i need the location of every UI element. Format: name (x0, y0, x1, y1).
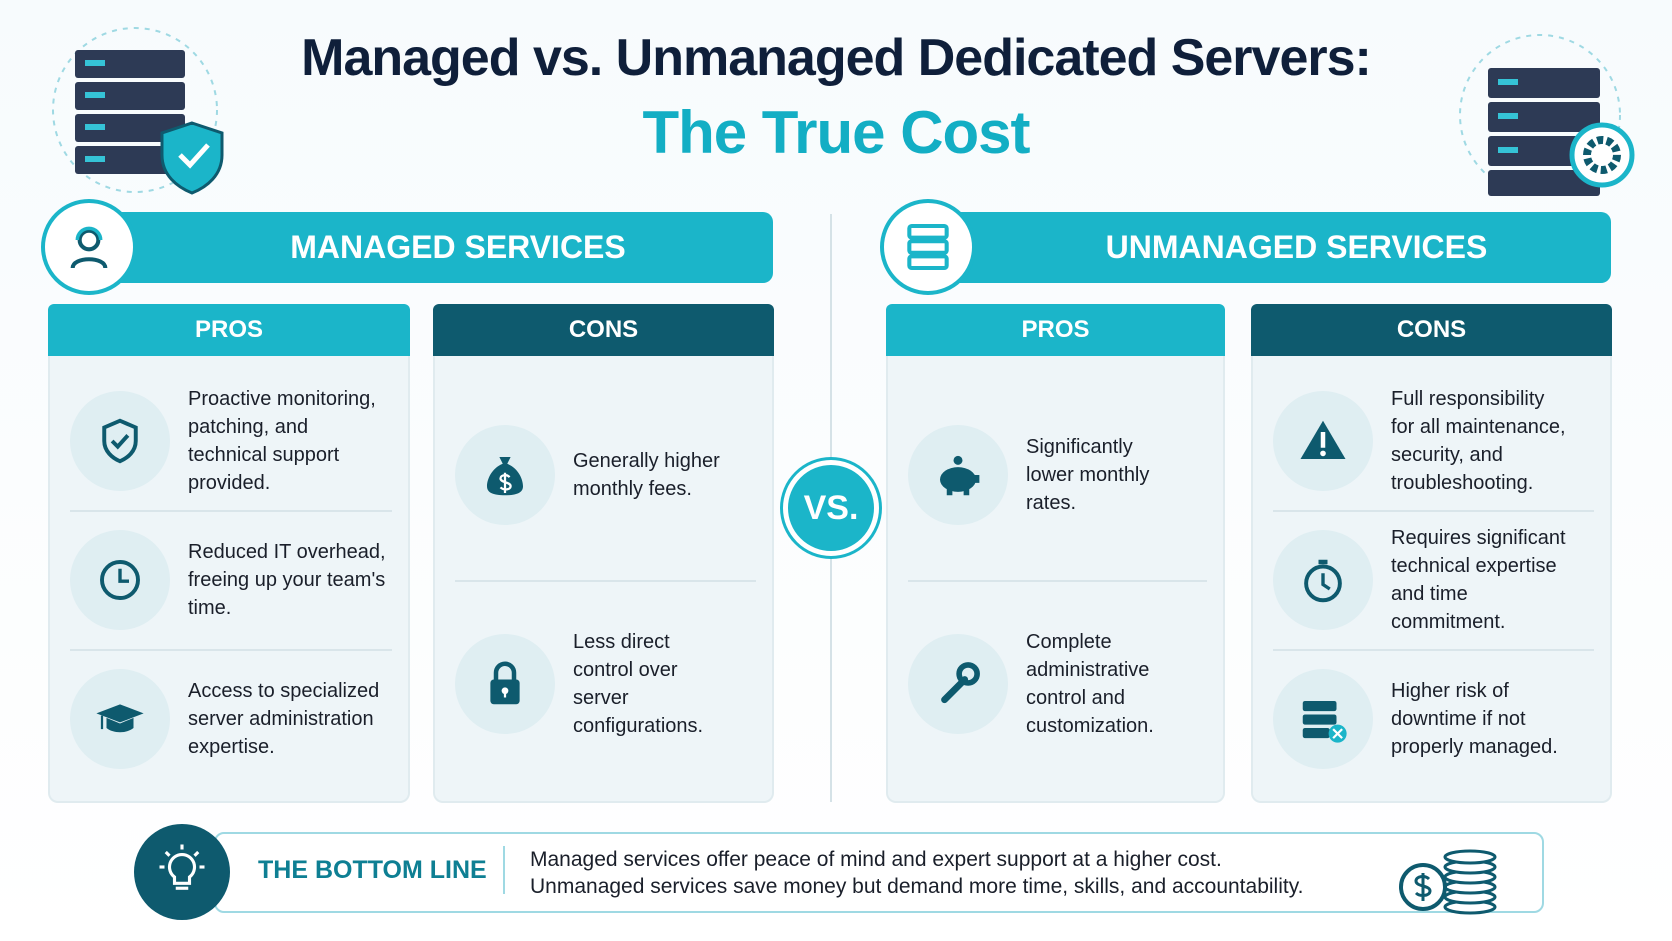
item-separator (1273, 649, 1594, 651)
server-illustration (52, 27, 224, 195)
list-item: Requires significant technical expertise… (1273, 510, 1594, 649)
bottom-box (214, 832, 1544, 913)
vs-badge: VS. (783, 460, 879, 556)
item-text: Generally higher monthly fees. (573, 450, 720, 501)
list-item: Complete administrative control and cust… (908, 580, 1207, 789)
bottom-line-1: Managed services offer peace of mind and… (530, 848, 1222, 871)
item-text: Access to specialized server administrat… (188, 679, 380, 758)
list-item: Higher risk of downtime if not properly … (1273, 649, 1594, 788)
item-text: Requires significant technical expertise… (1391, 526, 1566, 633)
item-icon (1273, 390, 1373, 491)
bottom-line-2: Unmanaged services save money but demand… (530, 875, 1304, 898)
list-item: Access to specialized server administrat… (70, 649, 392, 788)
item-separator (70, 649, 392, 651)
list-item: Reduced IT overhead, freeing up your tea… (70, 510, 392, 649)
coins-icon (1399, 849, 1497, 915)
list-item: Full responsibility for all maintenance,… (1273, 371, 1594, 510)
list-item: Generally higher monthly fees. (455, 371, 756, 580)
list-item: Less direct control over server configur… (455, 580, 756, 789)
item-icon (908, 633, 1008, 734)
bottom-label: THE BOTTOM LINE (258, 856, 487, 884)
item-separator (70, 510, 392, 512)
column-body: Generally higher monthly fees. Less direc… (433, 356, 774, 803)
section-banner: MANAGED SERVICES (83, 212, 773, 283)
item-separator (1273, 510, 1594, 512)
item-icon (70, 529, 170, 630)
list-item: Significantly lower monthly rates. (908, 371, 1207, 580)
server-illustration (1459, 34, 1635, 196)
column-body: Full responsibility for all maintenance,… (1251, 356, 1612, 803)
column-header: PROS (48, 304, 410, 356)
item-icon (455, 633, 555, 734)
column-header: PROS (886, 304, 1225, 356)
item-text: Proactive monitoring, patching, and tech… (188, 387, 376, 494)
column-header: CONS (1251, 304, 1612, 356)
item-icon (908, 425, 1008, 526)
bulb-icon (134, 824, 230, 920)
section-icon (41, 199, 137, 295)
item-text: Significantly lower monthly rates. (1026, 436, 1150, 515)
item-text: Complete administrative control and cust… (1026, 630, 1154, 737)
item-separator (455, 579, 756, 582)
item-icon (455, 425, 555, 526)
list-item: Proactive monitoring, patching, and tech… (70, 371, 392, 510)
section-banner: UNMANAGED SERVICES (922, 212, 1611, 283)
item-text: Full responsibility for all maintenance,… (1391, 387, 1566, 494)
bottom-text: Managed services offer peace of mind and… (530, 846, 1303, 900)
column-body: Significantly lower monthly rates. Comple… (886, 356, 1225, 803)
column-header: CONS (433, 304, 774, 356)
title: Managed vs. Unmanaged Dedicated Servers: (301, 29, 1372, 87)
column-body: Proactive monitoring, patching, and tech… (48, 356, 410, 803)
item-icon (1273, 529, 1373, 630)
item-separator (908, 579, 1207, 582)
item-icon (70, 390, 170, 491)
bottom-separator (503, 846, 505, 894)
item-text: Less direct control over server configur… (573, 630, 704, 737)
subtitle: The True Cost (642, 99, 1030, 166)
item-text: Higher risk of downtime if not properly … (1391, 679, 1558, 758)
item-icon (70, 668, 170, 769)
item-icon (1273, 668, 1373, 769)
item-text: Reduced IT overhead, freeing up your tea… (188, 540, 386, 619)
section-icon (880, 199, 976, 295)
